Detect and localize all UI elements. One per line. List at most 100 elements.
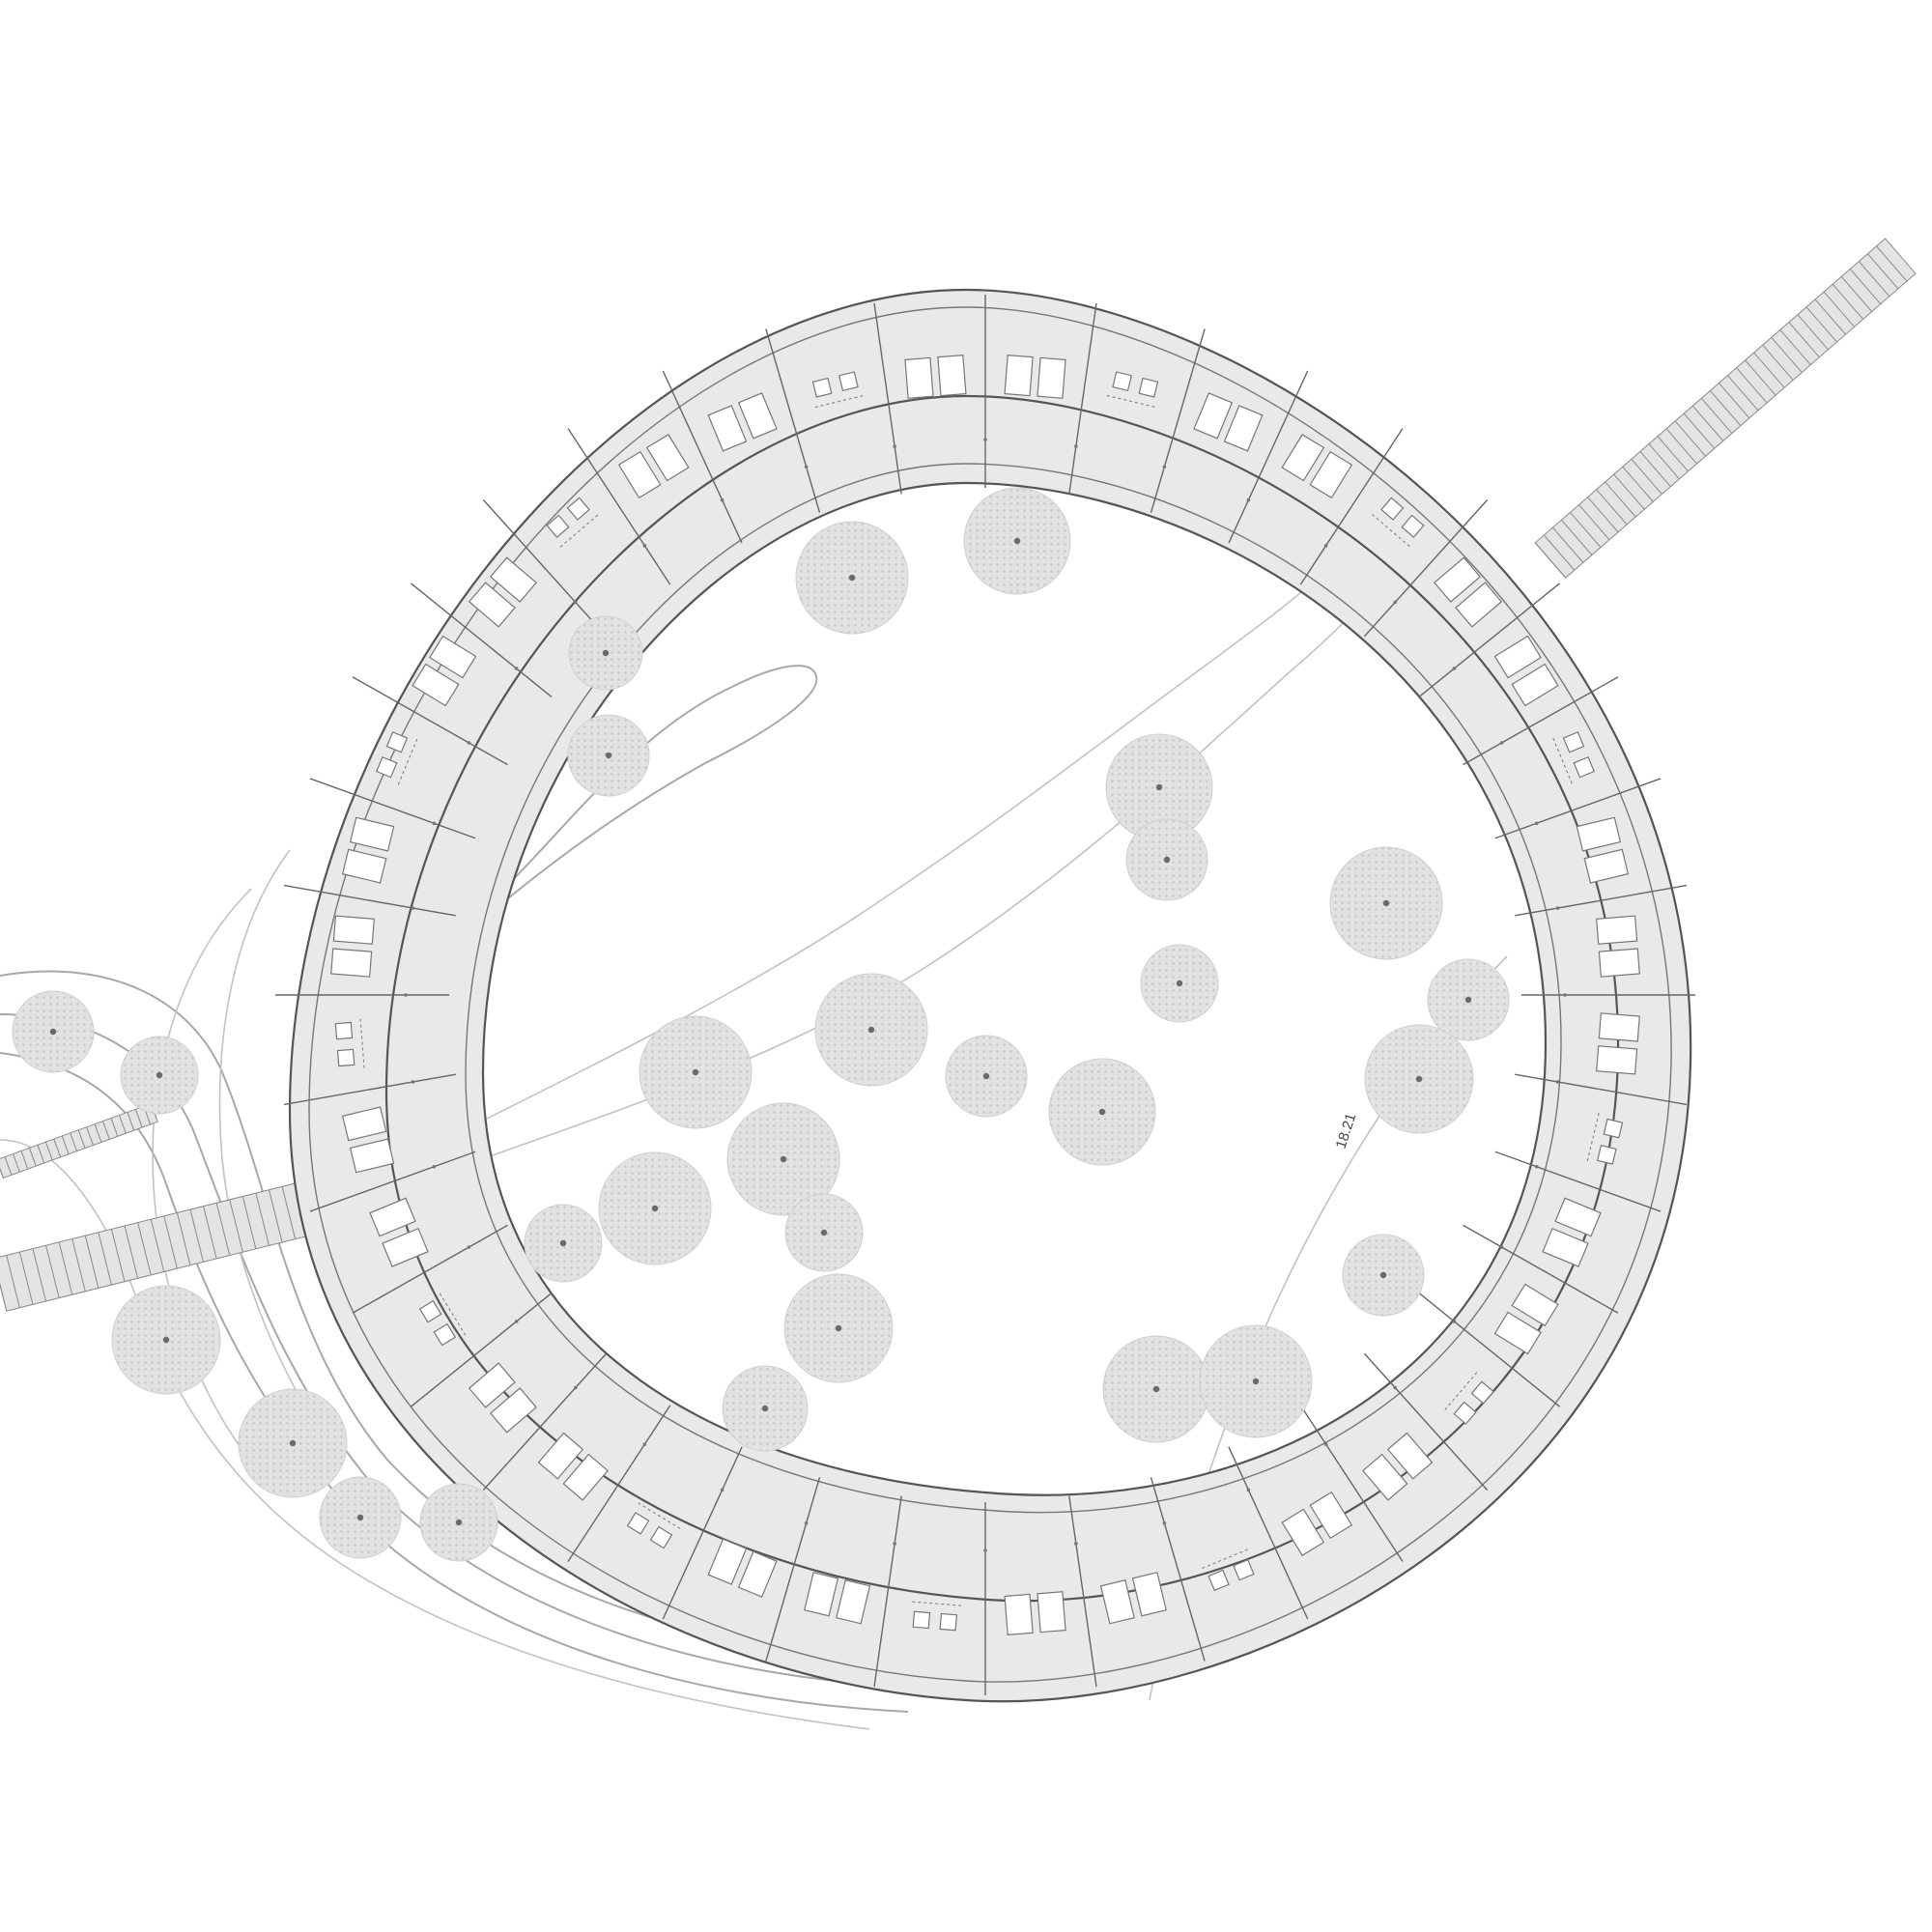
boardwalk-plank <box>1823 291 1855 327</box>
boardwalk-plank <box>44 1141 53 1161</box>
column-dot <box>1162 465 1167 469</box>
boardwalk-plank <box>189 1208 205 1263</box>
column-dot <box>432 821 437 826</box>
boardwalk-plank <box>18 1251 34 1305</box>
boardwalk-plank <box>61 1135 70 1154</box>
column-dot <box>1534 821 1539 826</box>
room-divider <box>1494 1151 1662 1212</box>
tree-trunk <box>1379 1271 1387 1279</box>
room-divider <box>482 1352 608 1492</box>
bed <box>737 392 778 440</box>
room-module <box>1004 1591 1066 1635</box>
room-module <box>330 915 375 978</box>
room-divider <box>662 1446 743 1620</box>
room-divider <box>1463 676 1619 766</box>
fixture <box>1208 1569 1230 1592</box>
tree-trunk <box>49 1028 57 1036</box>
room-divider <box>567 1405 671 1562</box>
room-module <box>546 497 599 548</box>
boardwalk-plank <box>37 1145 45 1164</box>
column-dot <box>1162 1521 1167 1525</box>
room-module <box>376 731 418 785</box>
room-divider <box>1299 1405 1404 1562</box>
column-dot <box>514 1320 519 1323</box>
boardwalk-plank <box>1534 542 1567 579</box>
boardwalk-plank <box>6 1255 20 1308</box>
column-dot <box>1499 1245 1504 1249</box>
room-module <box>1004 355 1066 399</box>
column-dot <box>411 1080 415 1084</box>
column-dot <box>983 438 987 441</box>
fixture-line <box>1586 1113 1600 1162</box>
bed <box>349 816 395 852</box>
fixture <box>336 1048 355 1067</box>
boardwalk-plank <box>28 1148 37 1167</box>
bed <box>489 556 537 603</box>
room-divider <box>1068 302 1097 495</box>
tree-trunk <box>1176 980 1183 987</box>
boardwalk-plank <box>1797 314 1829 351</box>
bed <box>1554 1197 1602 1237</box>
column-dot <box>720 497 724 502</box>
boardwalk-plank <box>1596 489 1628 526</box>
room-divider <box>567 428 671 585</box>
room-module <box>1586 1113 1624 1165</box>
column-dot <box>1563 993 1567 997</box>
room-divider <box>1068 1495 1097 1688</box>
bed <box>489 1387 537 1434</box>
fixture-line <box>814 394 865 409</box>
boardwalk-plank <box>102 1121 110 1140</box>
room-divider <box>1363 1352 1489 1492</box>
boardwalk-plank <box>110 1118 119 1137</box>
room-module <box>1099 1572 1167 1625</box>
bed <box>1004 355 1034 397</box>
boardwalk-plank <box>1832 283 1864 320</box>
tree-trunk <box>1382 899 1390 907</box>
column-dot <box>1452 667 1457 670</box>
fixture <box>1138 377 1159 398</box>
tree-trunk <box>1163 856 1171 864</box>
room-module <box>707 392 778 452</box>
room-divider <box>662 370 743 544</box>
tree-trunk <box>602 649 610 657</box>
room-module <box>537 1432 609 1501</box>
boardwalk-plank <box>281 1186 297 1239</box>
fixture <box>1562 731 1585 753</box>
boardwalk-plank <box>1587 497 1619 533</box>
boardwalk-plank <box>269 1189 283 1243</box>
boardwalk-plank <box>150 1219 165 1272</box>
column-dot <box>1555 1080 1560 1084</box>
room-divider <box>1150 1477 1206 1662</box>
trees <box>12 487 1510 1562</box>
bed <box>707 405 748 452</box>
bed <box>1309 1491 1353 1540</box>
bed <box>1131 1572 1167 1617</box>
room-divider <box>873 1495 902 1688</box>
column-dot <box>573 600 578 605</box>
bed <box>737 1550 778 1598</box>
room-divider <box>1418 1293 1561 1407</box>
boardwalk-plank <box>134 1109 143 1128</box>
bed <box>617 450 662 499</box>
bed <box>1596 915 1638 945</box>
tree-trunk <box>1464 996 1472 1004</box>
column-dot <box>1555 906 1560 910</box>
bed <box>468 1362 516 1408</box>
boardwalk-plank <box>1771 336 1803 373</box>
room-module <box>1542 1197 1602 1267</box>
boardwalk-plank <box>1719 383 1750 419</box>
boardwalk-plank <box>58 1241 73 1295</box>
bed <box>904 356 934 399</box>
boardwalk-plank <box>1710 390 1742 426</box>
bed <box>341 1106 387 1142</box>
boardwalk-plank <box>1631 458 1662 495</box>
room-divider <box>1515 884 1688 917</box>
bed <box>1493 1311 1542 1355</box>
tree-trunk <box>455 1519 463 1526</box>
room-module <box>617 434 690 499</box>
fixture-line <box>1552 737 1574 785</box>
column-dot <box>893 1542 896 1546</box>
bed <box>537 1432 584 1480</box>
bed <box>468 582 516 628</box>
